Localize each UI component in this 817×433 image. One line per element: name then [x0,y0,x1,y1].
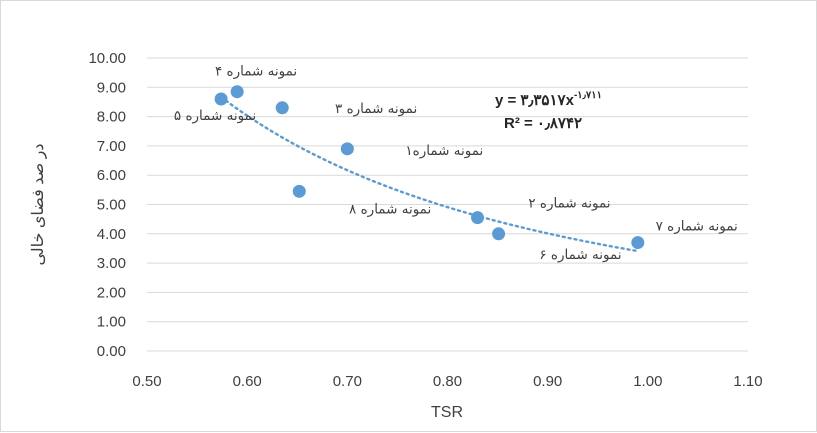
y-tick-label: 8.00 [97,109,126,126]
data-point [275,101,289,115]
point-label: نمونه شماره۱ [405,143,483,159]
y-tick-label: 10.00 [88,50,126,67]
trendline [219,95,640,253]
y-tick-label: 1.00 [97,314,126,331]
equation-exponent: -۱٫۷۱۱ [574,90,602,101]
x-tick-label: 0.70 [333,373,362,390]
point-label: نمونه شماره ۷ [656,219,738,235]
point-label: نمونه شماره ۵ [174,108,256,124]
data-point [230,85,244,99]
x-tick-label: 0.90 [533,373,562,390]
data-point [214,92,228,106]
data-points [214,85,645,250]
x-tick-label: 0.80 [433,373,462,390]
y-tick-label: 7.00 [97,138,126,155]
y-tick-label: 5.00 [97,197,126,214]
data-point [492,227,506,241]
point-label: نمونه شماره ۸ [349,201,431,217]
data-point [631,236,645,250]
x-tick-label: 1.00 [633,373,662,390]
y-tick-label: 6.00 [97,167,126,184]
point-label: نمونه شماره ۳ [335,101,417,117]
point-label: نمونه شماره ۲ [528,196,610,212]
trendline-equation: y = ۳٫۳۵۱۷x-۱٫۷۱۱ [495,90,602,109]
y-tick-label: 2.00 [97,284,126,301]
y-axis-title: در صد فضای خالی [30,143,47,265]
x-tick-label: 0.60 [233,373,262,390]
equation-base: y = ۳٫۳۵۱۷x [495,92,575,109]
axes: 0.00 1.00 2.00 3.00 4.00 5.00 6.00 7.00 8.00 9.00… [88,50,762,390]
x-tick-label: 0.50 [132,373,161,390]
x-tick-label: 1.10 [733,373,762,390]
data-point [292,184,306,198]
gridlines [147,57,748,323]
point-labels: نمونه شماره ۵ نمونه شماره ۴ نمونه شماره ۳ ن… [174,64,738,263]
point-label: نمونه شماره ۶ [539,247,621,263]
y-tick-label: 4.00 [97,226,126,243]
y-tick-label: 9.00 [97,79,126,96]
x-axis-title: TSR [431,404,463,421]
r-squared-label: R² = ۰٫۸۷۴۲ [504,115,582,132]
y-tick-label: 0.00 [97,343,126,360]
y-tick-label: 3.00 [97,255,126,272]
data-point [340,142,354,156]
data-point [471,211,485,225]
point-label: نمونه شماره ۴ [215,64,297,80]
